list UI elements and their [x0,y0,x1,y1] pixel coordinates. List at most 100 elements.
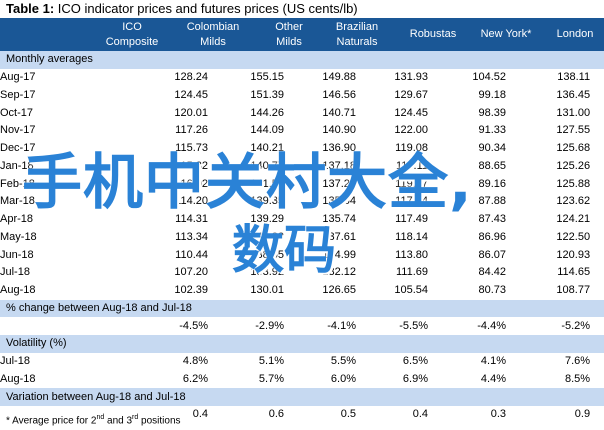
column-header-london: London [556,28,594,40]
value-cell: 125.68 [556,142,591,155]
section-label: Monthly averages [0,51,604,69]
value-cell: 138.11 [557,71,591,84]
spacer-cell [96,229,142,247]
value-cell: 88.65 [478,159,506,172]
value-cell: -5.5% [399,319,428,332]
table-row: May-18 113.34 140.32 137.61 118.14 86.96 122.5… [0,229,604,247]
table-row: Mar-18 114.20 139.35 135.64 117.44 87.88 123.6… [0,193,604,211]
value-cell: 136.90 [322,142,356,155]
value-cell: 137.18 [322,159,356,172]
value-cell: 129.67 [394,88,428,101]
row-label: Sep-17 [0,88,36,101]
table-row: Jul-18 107.20 133.92 132.12 111.69 84.42 114.6… [0,264,604,282]
column-header-row: ICO Composite Colombian Milds Other Milds B… [0,18,604,51]
value-cell: 117.44 [395,195,428,208]
value-cell: 87.88 [478,195,506,208]
value-cell: 90.34 [478,142,506,155]
value-cell: 122.00 [394,124,428,137]
table-title-label: Table 1: [6,1,55,16]
section-volatility: Volatility (%) [0,335,604,353]
spacer-cell [96,175,142,193]
value-cell: 114.31 [175,213,208,226]
value-cell: -4.4% [477,319,506,332]
value-cell: 107.20 [174,266,208,279]
value-cell: 108.77 [556,284,591,297]
spacer-cell [96,371,142,389]
value-cell: 149.88 [322,71,356,84]
value-cell: 7.6% [565,355,591,368]
row-label: Nov-17 [0,124,36,137]
table-row: Dec-17 115.73 140.21 136.90 119.08 90.34 125.6… [0,140,604,158]
table-row: Aug-18 102.39 130.01 126.65 105.54 80.73 108.7… [0,282,604,300]
value-cell: 124.45 [394,106,428,119]
section-label: % change between Aug-18 and Jul-18 [0,299,604,318]
value-cell: 134.99 [322,248,356,261]
spacer-cell [96,104,142,122]
value-cell: 89.16 [478,177,506,190]
table-row: Jun-18 110.44 138.55 134.99 113.80 86.07 120.9… [0,246,604,264]
row-label: Jul-18 [0,266,30,279]
value-cell: 118.11 [395,159,428,172]
column-header-colombian-milds: Colombian Milds [186,20,240,48]
table-row: Nov-17 117.26 144.09 140.90 122.00 91.33 127.5… [0,122,604,140]
value-cell: 111.69 [395,266,428,279]
value-cell: 113.34 [175,230,208,243]
value-cell: -2.9% [255,319,284,332]
value-cell: 133.92 [250,266,284,279]
value-cell: 127.55 [556,124,591,137]
column-header-ico-composite: ICO Composite [105,20,159,48]
section-pct-change: % change between Aug-18 and Jul-18 [0,299,604,318]
row-label: Dec-17 [0,142,36,155]
column-header-new-york: New York* [480,28,532,40]
value-cell: 119.77 [395,177,428,190]
value-cell: -4.1% [327,319,356,332]
row-label: Oct-17 [0,106,34,119]
value-cell: 140.32 [250,230,284,243]
value-cell: 6.2% [182,372,208,385]
value-cell: 86.07 [478,248,506,261]
value-cell: 6.9% [402,372,428,385]
value-cell: 141.54 [250,177,284,190]
table-row: Jul-184.8%5.1%5.5%6.5%4.1%7.6%5.1% [0,353,604,371]
value-cell: 4.4% [480,372,506,385]
table-row: Apr-18 114.31 139.29 135.74 117.49 87.43 124.2… [0,211,604,229]
row-label: Aug-18 [0,372,36,385]
value-cell: 113.80 [395,248,428,261]
value-cell: 114.20 [175,195,208,208]
value-cell: 117.49 [395,213,428,226]
spacer-cell [96,122,142,140]
value-cell: 115.32 [175,159,208,172]
value-cell: 151.39 [250,88,284,101]
value-cell: 110.44 [175,248,208,261]
value-cell: 155.15 [250,71,284,84]
value-cell: 116.02 [175,177,208,190]
table-row: Aug-17 128.24 155.15 149.88 131.93 104.52 138.… [0,69,604,87]
section-label: Variation between Aug-18 and Jul-18 [0,388,604,406]
value-cell: 5.5% [330,355,356,368]
value-cell: 135.74 [322,213,356,226]
row-label: Jun-18 [0,248,34,261]
row-label: Jan-18 [0,159,34,172]
value-cell: 125.88 [556,177,591,190]
value-cell: 91.33 [478,124,506,137]
spacer-cell [96,69,142,87]
price-table: Monthly averages Aug-17 128.24 155.15 149.88… [0,51,604,424]
column-header-robustas: Robustas [409,28,457,40]
value-cell: 8.5% [565,372,591,385]
value-cell: 138.55 [250,248,284,261]
value-cell: 0.4 [192,408,208,421]
value-cell: 0.3 [490,408,506,421]
spacer-cell [96,264,142,282]
value-cell: 0.5 [340,408,356,421]
value-cell: 120.93 [556,248,591,261]
value-cell: 137.29 [322,177,356,190]
value-cell: 5.1% [258,355,284,368]
spacer-cell [96,317,142,335]
value-cell: 130.01 [250,284,284,297]
value-cell: 6.0% [330,372,356,385]
section-label: Volatility (%) [0,335,604,353]
value-cell: 115.73 [175,142,208,155]
table-title: Table 1: ICO indicator prices and future… [6,0,358,18]
value-cell: 124.45 [174,88,208,101]
value-cell: 139.29 [250,213,284,226]
